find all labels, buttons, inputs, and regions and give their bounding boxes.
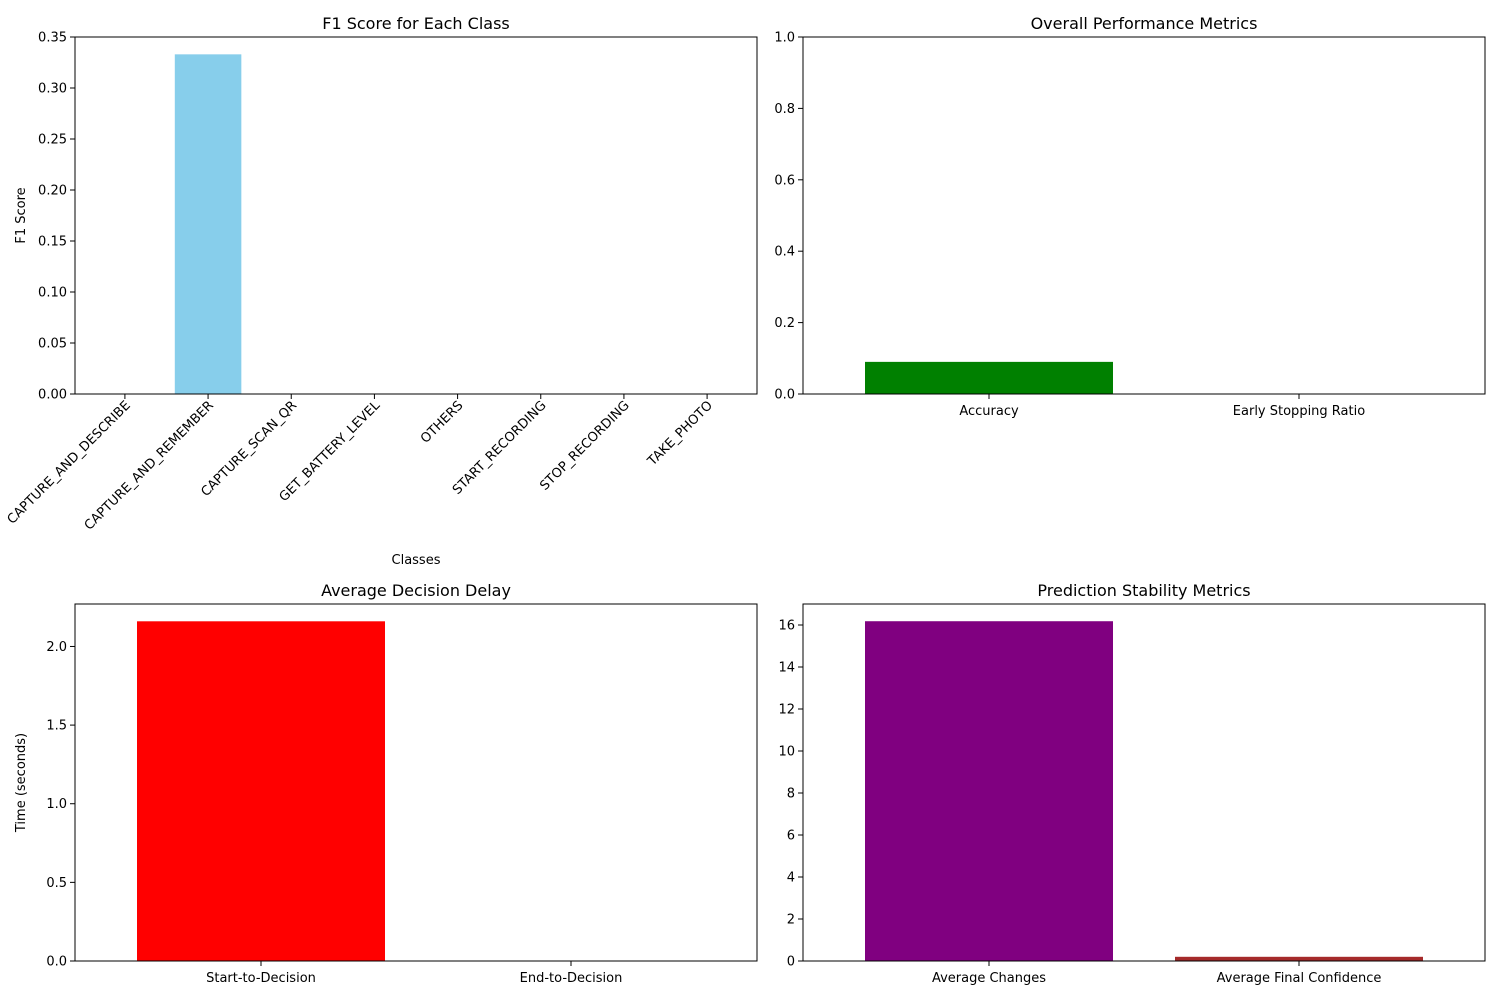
y-tick-label: 0.25 [38,133,67,148]
y-tick-label: 0 [787,955,795,970]
y-tick-label: 2 [787,913,795,928]
x-tick-label: CAPTURE_SCAN_QR [198,398,300,500]
y-tick-label: 0.2 [774,316,795,331]
x-tick-label: Average Changes [932,971,1046,986]
y-axis-label: Time (seconds) [14,733,29,833]
x-axis-label: Classes [392,553,441,568]
x-tick-label: TAKE_PHOTO [644,398,715,469]
y-tick-label: 0.10 [38,286,67,301]
x-tick-label: STOP_RECORDING [537,398,632,493]
x-tick-label: Accuracy [959,404,1019,419]
plot-frame [802,603,1486,962]
x-tick-label: OTHERS [418,398,466,446]
y-tick-label: 12 [778,703,795,718]
bar-capture-and-remember [174,54,242,395]
y-axis-label: F1 Score [14,187,29,243]
y-tick-label: 0.35 [38,31,67,46]
y-tick-label: 0.00 [38,388,67,403]
y-tick-label: 0.05 [38,337,67,352]
chart-decision-delay: 0.0 0.5 1.0 1.5 2.0 Start-to-Decision End-to-D… [14,581,758,986]
y-tick-label: 0.4 [774,245,795,260]
y-tick-label: 6 [787,829,795,844]
y-tick-label: 0.0 [46,955,67,970]
y-tick-label: 0.8 [774,102,795,117]
y-tick-label: 4 [787,871,795,886]
chart-title: Prediction Stability Metrics [1037,581,1250,600]
y-tick-label: 0.15 [38,235,67,250]
y-tick-label: 0.30 [38,82,67,97]
y-tick-label: 0.0 [774,388,795,403]
x-tick-label: Start-to-Decision [206,971,316,986]
y-tick-label: 2.0 [46,640,67,655]
bar-average-final-confidence [1175,956,1423,961]
bar-average-changes [865,621,1113,961]
y-tick-label: 10 [778,745,795,760]
x-tick-label: Average Final Confidence [1217,971,1382,986]
y-tick-label: 1.5 [46,719,67,734]
plot-frame [74,36,758,395]
plot-frame [802,36,1486,395]
y-tick-label: 8 [787,787,795,802]
y-tick-label: 0.5 [46,876,67,891]
bar-start-to-decision [137,621,385,961]
x-tick-label: START_RECORDING [450,398,550,498]
y-tick-label: 1.0 [46,797,67,812]
chart-prediction-stability: 0 2 4 6 8 10 12 14 16 Average Changes Average Fina… [778,581,1486,986]
y-tick-label: 14 [778,661,795,676]
chart-f1-score: 0.00 0.05 0.10 0.15 0.20 0.25 0.30 0.35 CAPTURE_… [5,14,758,568]
y-tick-label: 0.20 [38,184,67,199]
y-tick-label: 0.6 [774,173,795,188]
x-tick-label: Early Stopping Ratio [1233,404,1365,419]
x-tick-label: End-to-Decision [520,971,623,986]
plot-frame [74,603,758,962]
chart-title: Average Decision Delay [321,581,511,600]
chart-overall-performance: 0.0 0.2 0.4 0.6 0.8 1.0 Accuracy Early Stopping… [774,14,1486,419]
y-tick-label: 16 [778,619,795,634]
chart-title: Overall Performance Metrics [1031,14,1258,33]
bar-accuracy [865,361,1113,394]
chart-title: F1 Score for Each Class [322,14,509,33]
y-tick-label: 1.0 [774,31,795,46]
